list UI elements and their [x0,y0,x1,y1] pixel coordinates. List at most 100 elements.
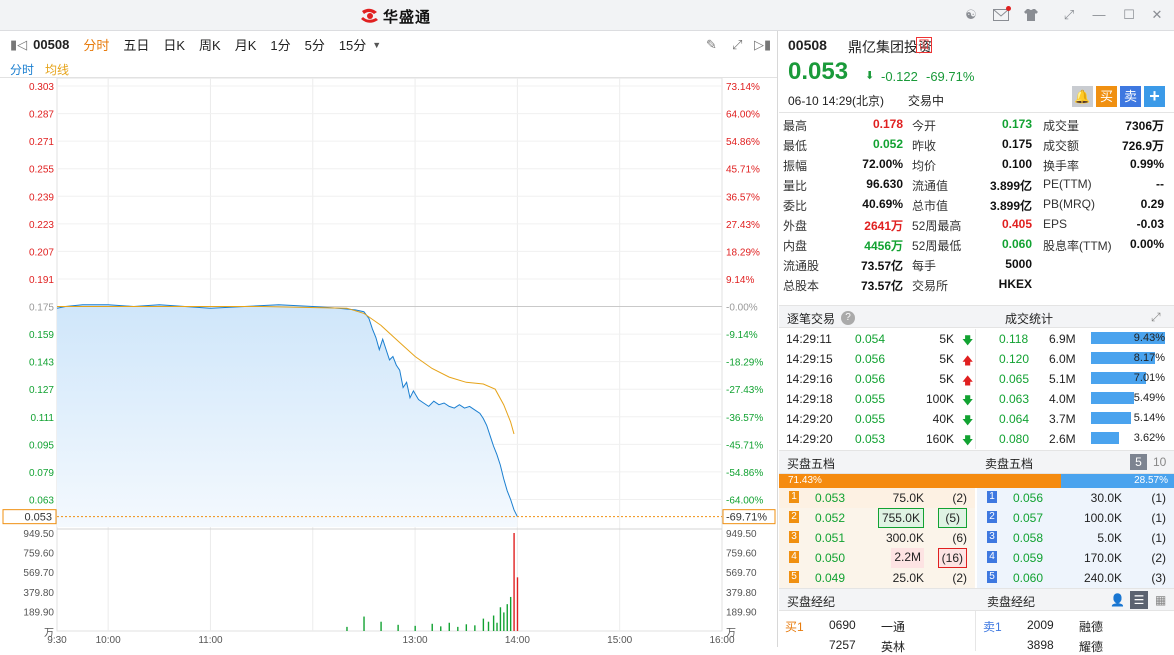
last-price-tag-label: 0.053 [24,512,52,524]
ask-level-number: 5 [987,571,997,583]
orderbook-header: 买盘五档 卖盘五档 5 10 [779,450,1174,474]
ask-volume: 170.0K [1083,551,1122,565]
bid-level-row[interactable]: 3 0.051 300.0K (6) [779,528,975,548]
volume-bar [503,612,505,631]
shrink-icon[interactable]: ⤢ [1063,7,1075,22]
volume-bar [363,616,365,631]
volume-axis-label: 949.50 [23,529,54,540]
alert-bell-icon[interactable]: 🔔 [1072,86,1093,107]
volume-axis-label: 759.60 [726,549,757,560]
grid-view-icon[interactable]: ▦ [1155,593,1167,607]
volume-bar [380,621,382,631]
tab-daily-k[interactable]: 日K [163,38,186,53]
add-watchlist-button[interactable]: + [1144,86,1165,107]
depth-10-toggle[interactable]: 10 [1153,455,1167,469]
time-axis-label: 9:30 [47,635,67,646]
broker-divider [975,611,976,651]
quote-label: 均价 [912,159,937,173]
quote-label: 最低 [783,139,808,153]
ask-level-row[interactable]: 1 0.056 30.0K (1) [977,488,1174,508]
quote-value: 73.57亿 [860,279,903,293]
ask-level-row[interactable]: 3 0.058 5.0K (1) [977,528,1174,548]
volume-bar [431,623,433,631]
quote-label: 交易所 [912,279,949,293]
ask-level-row[interactable]: 4 0.059 170.0K (2) [977,548,1174,568]
fullscreen-icon[interactable]: ⤢ [732,37,743,52]
book-ratio-bar: 71.43% 28.57% [779,474,1174,488]
quote-grid: 最高 0.178 今开 0.173 成交量 7306万 最低 0.052 昨收 0.175 成交额 7… [779,112,1174,293]
volstat-pct: 7.01% [1133,372,1165,384]
collapse-right-icon[interactable]: ▷▮ [754,37,772,52]
chevron-down-icon[interactable]: ▼ [372,39,382,50]
chart-subbar: 分时 均线 [0,58,777,78]
volstat-bar [1091,332,1165,344]
pct-axis-label: 45.71% [726,165,760,176]
tick-time: 14:29:15 [786,352,833,366]
help-icon[interactable]: ? [841,311,855,325]
bid-level-row[interactable]: 5 0.049 25.0K (2) [779,568,975,588]
ask-broker-id: 2009 [1027,618,1054,632]
minimize-icon[interactable]: — [1092,7,1106,22]
volstat-volume: 5.1M [1049,372,1076,386]
time-axis-label: 11:00 [198,635,223,646]
tab-monthly-k[interactable]: 月K [234,38,257,53]
sell-button[interactable]: 卖 [1120,86,1141,107]
price-axis-label: 0.159 [29,330,54,341]
price-axis-label: 0.127 [29,385,54,396]
bid-book-title: 买盘五档 [787,457,836,471]
chart-toolbar: ▮◁ 00508 分时 五日 日K 周K 月K 1分 5分 15分 ▼ ✎ ⤢ … [0,31,777,58]
close-icon[interactable]: ✕ [1151,7,1163,22]
tick-row: 14:29:20 0.053 160K 🡇 0.080 2.6M 3.62% [779,429,1174,449]
bid-broker-title: 买盘经纪 [787,595,836,609]
user-icon[interactable]: 👤 [1110,593,1125,607]
volume-axis-label: 569.70 [726,568,757,579]
ask-level-row[interactable]: 5 0.060 240.0K (3) [977,568,1174,588]
draw-icon[interactable]: ✎ [706,37,717,52]
ask-level-number: 4 [987,551,997,563]
tab-5min[interactable]: 5分 [304,38,325,53]
bid-broker-row[interactable]: 7257 英林 [779,635,975,655]
ask-broker-row[interactable]: 3898 耀德 [977,635,1174,655]
quote-label: 每手 [912,259,937,273]
bid-level-row[interactable]: 1 0.053 75.0K (2) [779,488,975,508]
last-pct-tag-label: -69.71% [726,512,767,524]
price-axis-label: 0.223 [29,220,54,231]
stock-code: 00508 [788,37,827,53]
pct-axis-label: 64.00% [726,110,760,121]
ask-broker-row[interactable]: 卖1 2009 融德 [977,615,1174,635]
ask-count: (1) [1151,491,1166,505]
bid-level-row[interactable]: 4 0.050 2.2M (16) [779,548,975,568]
maximize-icon[interactable]: ☐ [1123,7,1135,22]
pct-axis-label: -36.57% [726,413,763,424]
volume-axis-label: 189.90 [23,607,54,618]
headset-icon[interactable]: ☯ [965,7,977,22]
volstat-price: 0.063 [999,392,1030,406]
price-axis-label: 0.303 [29,82,54,93]
ask-level-row[interactable]: 2 0.057 100.0K (1) [977,508,1174,528]
tab-15min[interactable]: 15分 [338,38,367,53]
ask-broker-rank: 卖1 [983,620,1002,634]
sidebar-toggle-icon[interactable]: ▮◁ [10,36,28,52]
buy-button[interactable]: 买 [1096,86,1117,107]
bid-volume: 2.2M [891,548,924,568]
depth-5-toggle[interactable]: 5 [1130,454,1147,470]
bid-level-row[interactable]: 2 0.052 755.0K (5) [779,508,975,528]
volume-axis-label: 379.80 [23,588,54,599]
pct-axis-label: 18.29% [726,247,760,258]
tab-intraday[interactable]: 分时 [83,38,110,53]
expand-icon[interactable]: ⤢ [1151,310,1161,324]
intraday-chart[interactable]: 0.303 73.14% 0.287 64.00% 0.271 54.86% 0.255 45… [0,78,777,647]
volume-axis-label: 万 [44,628,54,639]
last-price-tag [2,509,57,525]
tab-weekly-k[interactable]: 周K [199,38,221,53]
bid-broker-row[interactable]: 买1 0690 一通 [779,615,975,635]
mail-icon[interactable] [992,6,1011,24]
list-view-icon[interactable]: ☰ [1130,591,1148,609]
volume-bar [448,622,450,631]
tab-1min[interactable]: 1分 [270,38,291,53]
quote-value: 0.060 [1001,237,1032,251]
tab-five-day[interactable]: 五日 [123,38,150,53]
skin-icon[interactable] [1022,6,1040,24]
tick-price: 0.055 [855,392,886,406]
ask-broker-id: 3898 [1027,638,1054,652]
